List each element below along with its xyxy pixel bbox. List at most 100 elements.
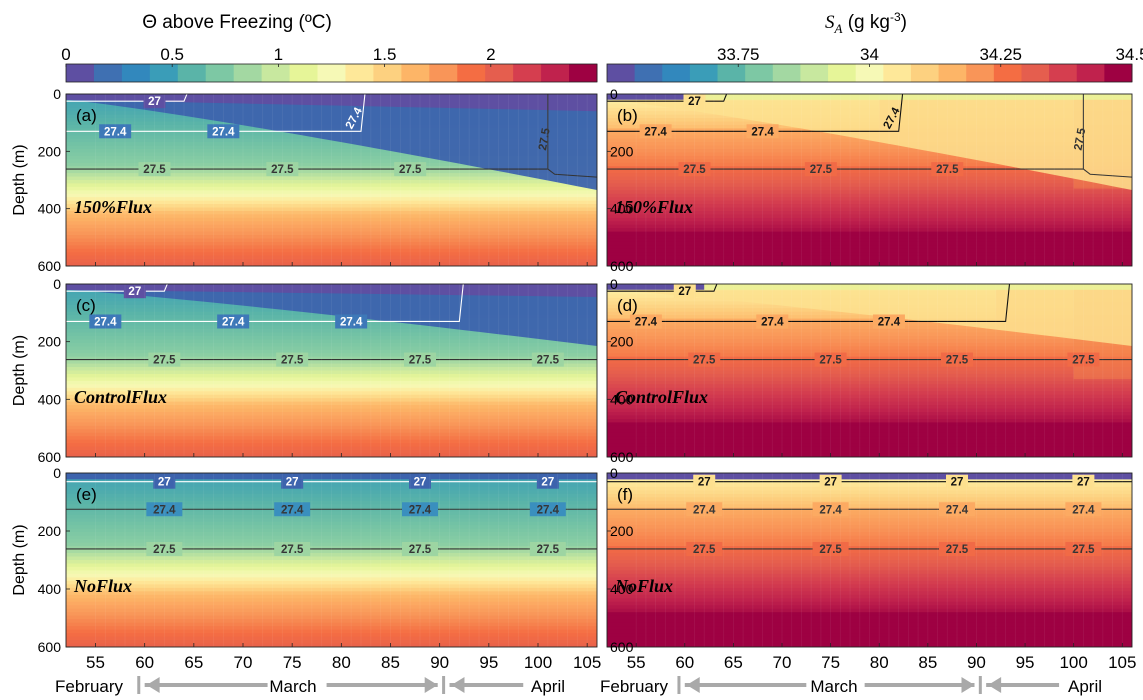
colorbar-theta: 0 0.5 1 1.5 2 [61,45,598,83]
depth-band [607,577,1132,582]
depth-band [607,615,1132,620]
depth-band [607,387,1132,392]
depth-band [607,221,1132,226]
contour-label: 27.5 [683,164,706,176]
depth-band [66,360,597,365]
contour-label-bg [529,541,566,556]
depth-band [607,514,1132,519]
depth-band [66,186,597,191]
depth-band [607,528,1132,533]
panels: 27.5 27.5 27.5 27.5 27.4 27.4 27.4 27 (a) 150%Flu… [11,86,1133,655]
depth-band [607,325,1132,330]
month-arrows [137,676,1060,694]
contour-label: 27 [688,96,701,108]
field: 27.5 27.5 27.5 27.5 27.4 27.4 27.4 27.4 27 27 27 27 [607,473,1132,647]
depth-band [66,394,597,399]
depth-band [66,612,597,617]
depth-band [607,183,1132,188]
mixed-layer [607,94,1132,191]
depth-band [66,183,597,188]
depth-band [66,573,597,578]
depth-band [607,180,1132,185]
x-tick-label: 85 [381,653,400,672]
colorbar-swatch [569,64,598,82]
depth-band [66,325,597,330]
depth-band [66,556,597,561]
y-tick-label: 600 [38,449,62,465]
colorbar-swatch [177,64,207,82]
depth-band [66,138,597,143]
depth-band [607,570,1132,575]
depth-band [66,605,597,610]
x-tick-label: 60 [135,653,154,672]
contour-label: 27.5 [1073,127,1089,152]
contour-label: 27.4 [693,504,716,516]
depth-band [607,166,1132,171]
depth-band [66,636,597,641]
contour-label: 27.5 [946,544,969,556]
colorbar-swatch [607,64,636,82]
x-axis: 55 60 65 70 75 80 85 90 95 100 105 55 60 65 70 75 80 85 90… [86,653,1136,672]
contour-label: 27 [678,286,691,298]
contour-label-bg [123,284,146,299]
depth-band [66,532,597,537]
contour-label: 27.4 [153,504,176,516]
depth-band [607,563,1132,568]
depth-band [607,155,1132,160]
panel-letter: (b) [617,106,638,125]
contour-label-bg [146,502,183,517]
colorbar-swatch [345,64,374,82]
contour-label-bg [531,352,564,367]
panel-f: 27.5 27.5 27.5 27.527.4 27.4 27.4 27.427 27 27 27… [606,465,1133,655]
contour-label-bg [804,162,837,177]
depth-band [607,584,1132,589]
depth-band [66,401,597,406]
depth-band [66,210,597,215]
y-tick-label: 400 [38,581,62,597]
depth-band [607,190,1132,195]
surface-layer [607,284,1132,290]
x-tick-label: 90 [967,653,986,672]
contour-label-bg [99,124,132,139]
depth-band [66,483,597,488]
panel-letter: (a) [76,106,97,125]
depth-band [607,580,1132,585]
y-tick-label: 0 [53,465,61,481]
depth-band [607,525,1132,530]
depth-band [66,166,597,171]
depth-band [607,356,1132,361]
depth-band [66,221,597,226]
contour-label-bg [402,502,438,517]
depth-band [607,367,1132,372]
contour-label: 27.5 [693,355,716,367]
depth-band [607,241,1132,246]
depth-band [607,612,1132,617]
contour-line-27 [66,94,188,102]
contour-label: 27.4 [761,316,784,328]
depth-band [607,384,1132,389]
depth-band [66,439,597,444]
colorbar-swatch [485,64,514,82]
y-tick-label: 600 [38,639,62,655]
depth-band [66,598,597,603]
depth-band [66,349,597,354]
contour-label: 27.4 [644,126,667,138]
contour-label: 27.4 [878,316,901,328]
run-label: ControlFlux [615,387,708,407]
contour-label: 27.5 [819,355,842,367]
month-arrow-head [988,677,1002,693]
depth-band [607,619,1132,624]
depth-band [607,497,1132,502]
x-tick-label: 105 [1108,653,1136,672]
depth-band [66,367,597,372]
colorbar-swatch [541,64,570,82]
depth-band [607,432,1132,437]
x-tick-label: 65 [724,653,743,672]
contour-label: 27.5 [537,544,560,556]
contour-label: 27.4 [946,504,969,516]
contour-label: 27.5 [409,544,432,556]
panel-letter: (d) [617,296,638,315]
x-tick-label: 75 [283,653,302,672]
contour-label: 27.5 [399,164,422,176]
contour-label-bg [686,502,723,517]
